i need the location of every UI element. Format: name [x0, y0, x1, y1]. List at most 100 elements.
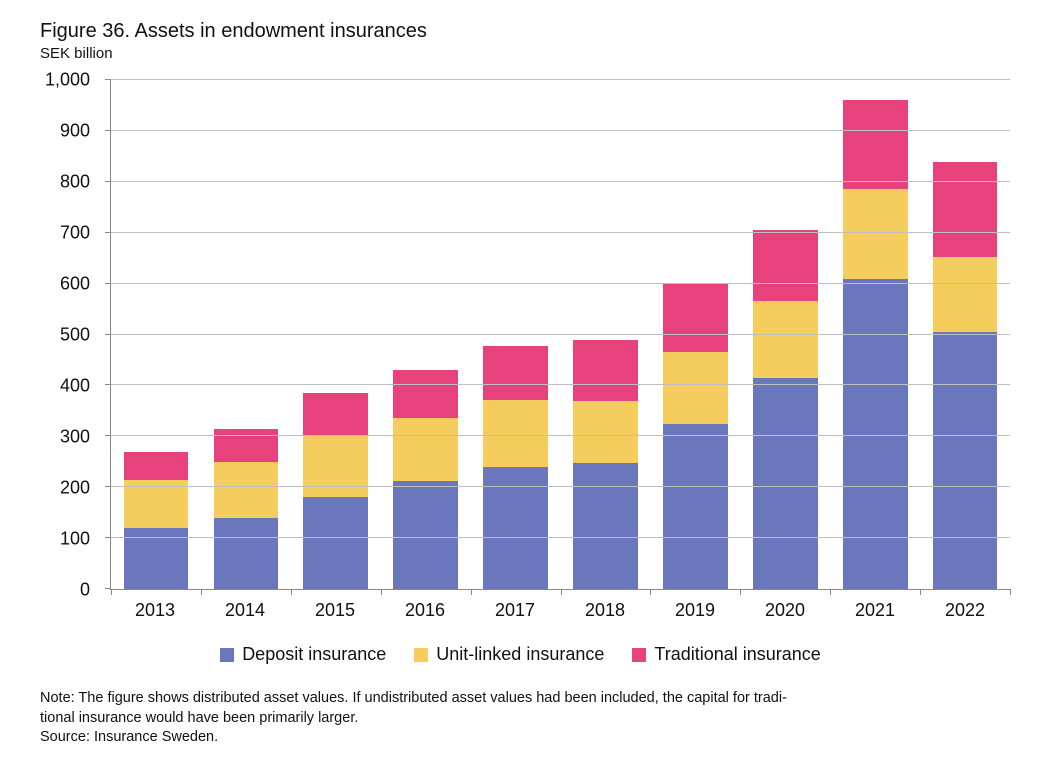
chart-outer: 01002003004005006007008009001,000 201320…	[20, 70, 1020, 630]
y-tick	[105, 130, 111, 131]
gridline	[111, 181, 1010, 182]
bar-segment-traditional	[483, 346, 548, 399]
legend-swatch-traditional	[632, 648, 646, 662]
y-tick-label: 400	[60, 376, 90, 397]
bar-segment-unit_linked	[393, 418, 458, 482]
y-tick-label: 100	[60, 529, 90, 550]
bar-segment-unit_linked	[214, 462, 279, 518]
bar-segment-deposit	[214, 518, 279, 589]
legend-label-unit-linked: Unit-linked insurance	[436, 644, 604, 665]
legend-swatch-deposit	[220, 648, 234, 662]
bar-segment-unit_linked	[753, 301, 818, 377]
bar-stack	[933, 162, 998, 589]
bar-stack	[753, 230, 818, 589]
gridline	[111, 79, 1010, 80]
x-tick-label: 2019	[650, 590, 740, 630]
note-line-1: Note: The figure shows distributed asset…	[40, 689, 1021, 709]
y-tick-label: 1,000	[45, 70, 90, 91]
y-tick	[105, 486, 111, 487]
bar-segment-traditional	[393, 370, 458, 417]
bar-stack	[843, 100, 908, 589]
bar-segment-deposit	[933, 332, 998, 589]
y-tick	[105, 79, 111, 80]
y-tick-label: 500	[60, 325, 90, 346]
bar-stack	[573, 340, 638, 589]
legend-swatch-unit-linked	[414, 648, 428, 662]
gridline	[111, 435, 1010, 436]
legend-label-deposit: Deposit insurance	[242, 644, 386, 665]
bar-segment-deposit	[753, 378, 818, 589]
bar-segment-traditional	[573, 340, 638, 401]
x-tick-label: 2020	[740, 590, 830, 630]
bar-slot	[291, 80, 381, 589]
y-tick	[105, 232, 111, 233]
gridline	[111, 384, 1010, 385]
bar-segment-deposit	[303, 497, 368, 589]
bar-segment-deposit	[573, 463, 638, 589]
bar-slot	[561, 80, 651, 589]
y-tick-label: 300	[60, 427, 90, 448]
bar-stack	[483, 346, 548, 589]
plot-area	[110, 80, 1010, 590]
gridline	[111, 283, 1010, 284]
bar-stack	[214, 429, 279, 589]
bar-segment-traditional	[214, 429, 279, 462]
bar-segment-traditional	[303, 393, 368, 436]
bar-segment-unit_linked	[573, 401, 638, 463]
bar-segment-deposit	[393, 481, 458, 589]
bar-slot	[201, 80, 291, 589]
bar-stack	[124, 452, 189, 589]
figure-notes: Note: The figure shows distributed asset…	[40, 689, 1021, 748]
legend-item-traditional: Traditional insurance	[632, 644, 820, 665]
gridline	[111, 232, 1010, 233]
bar-segment-traditional	[753, 230, 818, 301]
figure-container: Figure 36. Assets in endowment insurance…	[0, 0, 1041, 772]
bar-slot	[830, 80, 920, 589]
y-tick-label: 800	[60, 172, 90, 193]
gridline	[111, 334, 1010, 335]
y-tick	[105, 384, 111, 385]
gridline	[111, 486, 1010, 487]
y-tick-label: 600	[60, 274, 90, 295]
legend-item-unit-linked: Unit-linked insurance	[414, 644, 604, 665]
x-tick-label: 2014	[200, 590, 290, 630]
figure-subtitle: SEK billion	[40, 45, 1021, 62]
bar-slot	[111, 80, 201, 589]
y-tick	[105, 181, 111, 182]
bar-segment-unit_linked	[933, 257, 998, 332]
bar-segment-traditional	[843, 100, 908, 189]
bar-slot	[650, 80, 740, 589]
legend-item-deposit: Deposit insurance	[220, 644, 386, 665]
bar-segment-unit_linked	[483, 400, 548, 467]
y-tick-label: 900	[60, 121, 90, 142]
bar-segment-traditional	[663, 284, 728, 353]
bar-slot	[381, 80, 471, 589]
x-axis-labels: 2013201420152016201720182019202020212022	[110, 590, 1010, 630]
bar-segment-deposit	[483, 467, 548, 589]
x-tick-label: 2021	[830, 590, 920, 630]
y-tick	[105, 334, 111, 335]
bar-slot	[740, 80, 830, 589]
bar-segment-unit_linked	[663, 352, 728, 423]
y-tick	[105, 537, 111, 538]
y-tick	[105, 283, 111, 284]
note-line-2: tional insurance would have been primari…	[40, 709, 1021, 729]
bar-segment-traditional	[933, 162, 998, 256]
bar-segment-unit_linked	[303, 436, 368, 497]
legend-label-traditional: Traditional insurance	[654, 644, 820, 665]
y-tick-label: 200	[60, 478, 90, 499]
figure-title: Figure 36. Assets in endowment insurance…	[40, 20, 1021, 43]
x-tick-label: 2016	[380, 590, 470, 630]
legend: Deposit insurance Unit-linked insurance …	[20, 644, 1021, 665]
y-tick	[105, 435, 111, 436]
y-tick-label: 700	[60, 223, 90, 244]
x-tick-label: 2017	[470, 590, 560, 630]
bars-area	[111, 80, 1010, 589]
x-tick-label: 2018	[560, 590, 650, 630]
note-line-3: Source: Insurance Sweden.	[40, 728, 1021, 748]
y-axis-labels: 01002003004005006007008009001,000	[20, 70, 100, 630]
x-tick-label: 2013	[110, 590, 200, 630]
bar-segment-traditional	[124, 452, 189, 480]
gridline	[111, 537, 1010, 538]
bar-segment-deposit	[843, 279, 908, 589]
